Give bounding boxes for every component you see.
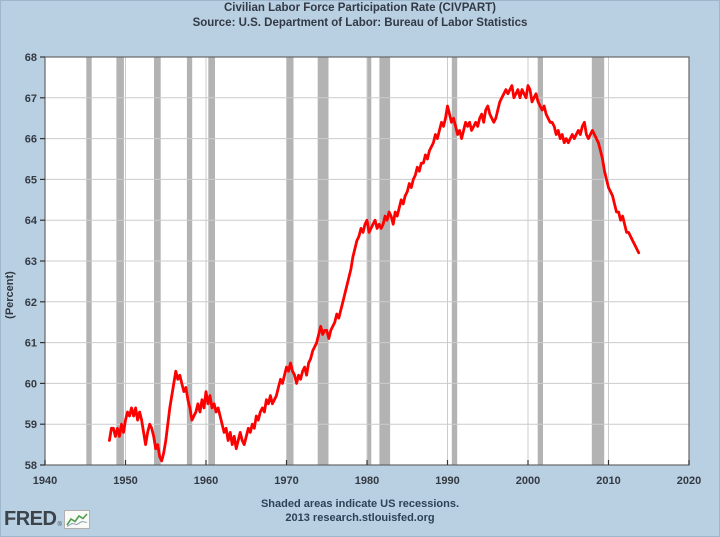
y-tick-label: 61	[25, 338, 37, 350]
y-tick-label: 60	[25, 378, 37, 390]
x-tick-label: 2000	[516, 475, 540, 487]
y-tick-label: 65	[25, 174, 37, 186]
fred-logo-trademark: ®	[57, 522, 62, 528]
y-tick-label: 62	[25, 297, 37, 309]
fred-logo: FRED ®	[4, 509, 90, 534]
attribution-text: 2013 research.stlouisfed.org	[285, 512, 435, 524]
y-tick-label: 58	[25, 460, 37, 472]
y-tick-label: 59	[25, 419, 37, 431]
fred-logo-text: FRED	[4, 508, 57, 530]
y-tick-label: 63	[25, 256, 37, 268]
y-tick-label: 68	[25, 52, 37, 64]
x-tick-label: 1980	[355, 475, 379, 487]
x-tick-label: 1940	[33, 475, 57, 487]
x-tick-label: 1990	[435, 475, 459, 487]
y-tick-label: 66	[25, 134, 37, 146]
y-tick-label: 67	[25, 93, 37, 105]
x-tick-label: 1960	[194, 475, 218, 487]
recession-note: Shaded areas indicate US recessions.	[260, 498, 460, 510]
x-tick-label: 2010	[596, 475, 620, 487]
chart-subtitle: Source: U.S. Department of Labor: Bureau…	[192, 17, 528, 29]
series-line-civpart	[108, 84, 641, 463]
x-tick-label: 2020	[677, 475, 701, 487]
fred-logo-chart-icon	[63, 510, 90, 534]
y-axis-label: (Percent)	[4, 271, 16, 319]
x-tick-label: 1950	[113, 475, 137, 487]
chart-title: Civilian Labor Force Participation Rate …	[224, 2, 496, 14]
y-tick-label: 64	[25, 215, 38, 227]
x-tick-label: 1970	[274, 475, 298, 487]
